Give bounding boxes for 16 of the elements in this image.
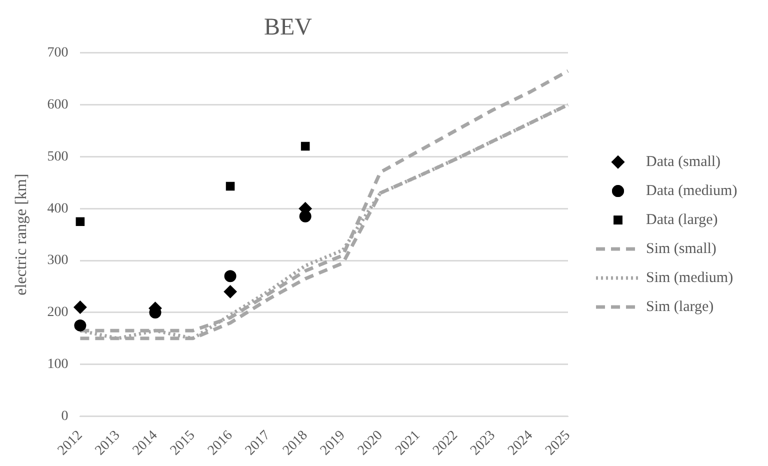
legend-label: Sim (medium) [646,270,734,286]
y-tick-label: 500 [47,149,68,164]
legend-label: Sim (large) [646,299,714,315]
legend-label: Data (medium) [646,183,738,199]
chart-title: BEV [264,14,313,41]
y-tick-label: 200 [47,305,68,320]
y-tick-label: 300 [47,253,68,268]
y-axis-title: electric range [km] [12,174,30,296]
y-tick-label: 700 [47,45,68,60]
legend-label: Sim (small) [646,241,716,257]
y-tick-label: 400 [47,201,68,216]
legend-label: Data (large) [646,212,718,228]
y-tick-label: 100 [47,357,68,372]
y-tick-label: 0 [61,408,68,424]
y-tick-label: 600 [47,97,68,112]
legend-label: Data (small) [646,154,721,170]
